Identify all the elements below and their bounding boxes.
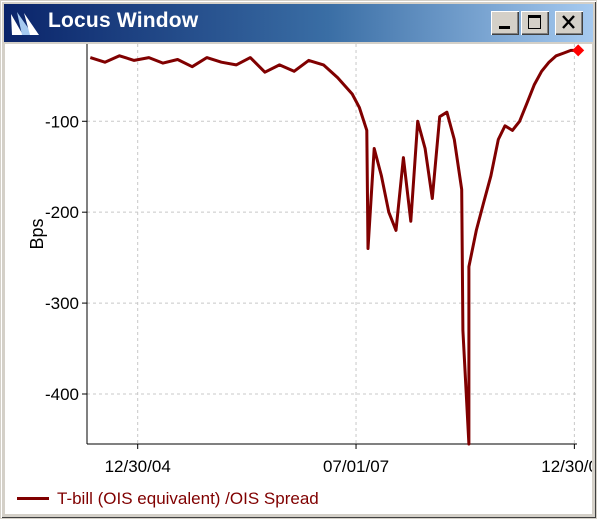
line-chart[interactable]: -100 -200 -300 -400 12/30/04 07/01/07 12/30/09…	[5, 44, 592, 484]
endpoint-marker	[572, 44, 585, 57]
y-axis-label: Bps	[27, 218, 47, 249]
maximize-button[interactable]	[521, 11, 549, 35]
y-tick-label: -300	[45, 294, 79, 313]
close-icon	[562, 15, 575, 29]
window-title: Locus Window	[48, 9, 199, 32]
y-tick-label: -100	[45, 112, 79, 131]
y-tick-label: -400	[45, 385, 79, 404]
y-tick-label: -200	[45, 203, 79, 222]
x-tick-label: 12/30/04	[105, 457, 171, 476]
title-bar[interactable]: Locus Window	[4, 4, 593, 42]
x-tick-label: 12/30/09	[541, 457, 592, 476]
chart-panel: -100 -200 -300 -400 12/30/04 07/01/07 12/30/09…	[5, 44, 592, 514]
x-tick-label: 07/01/07	[323, 457, 389, 476]
legend-swatch	[17, 497, 49, 500]
legend-label: T-bill (OIS equivalent) /OIS Spread	[57, 489, 319, 508]
maximize-icon	[528, 15, 541, 29]
minimize-button[interactable]	[491, 11, 519, 35]
minimize-icon	[499, 26, 510, 29]
app-logo-icon	[10, 11, 40, 37]
close-button[interactable]	[555, 11, 583, 35]
series-line	[89, 48, 579, 446]
